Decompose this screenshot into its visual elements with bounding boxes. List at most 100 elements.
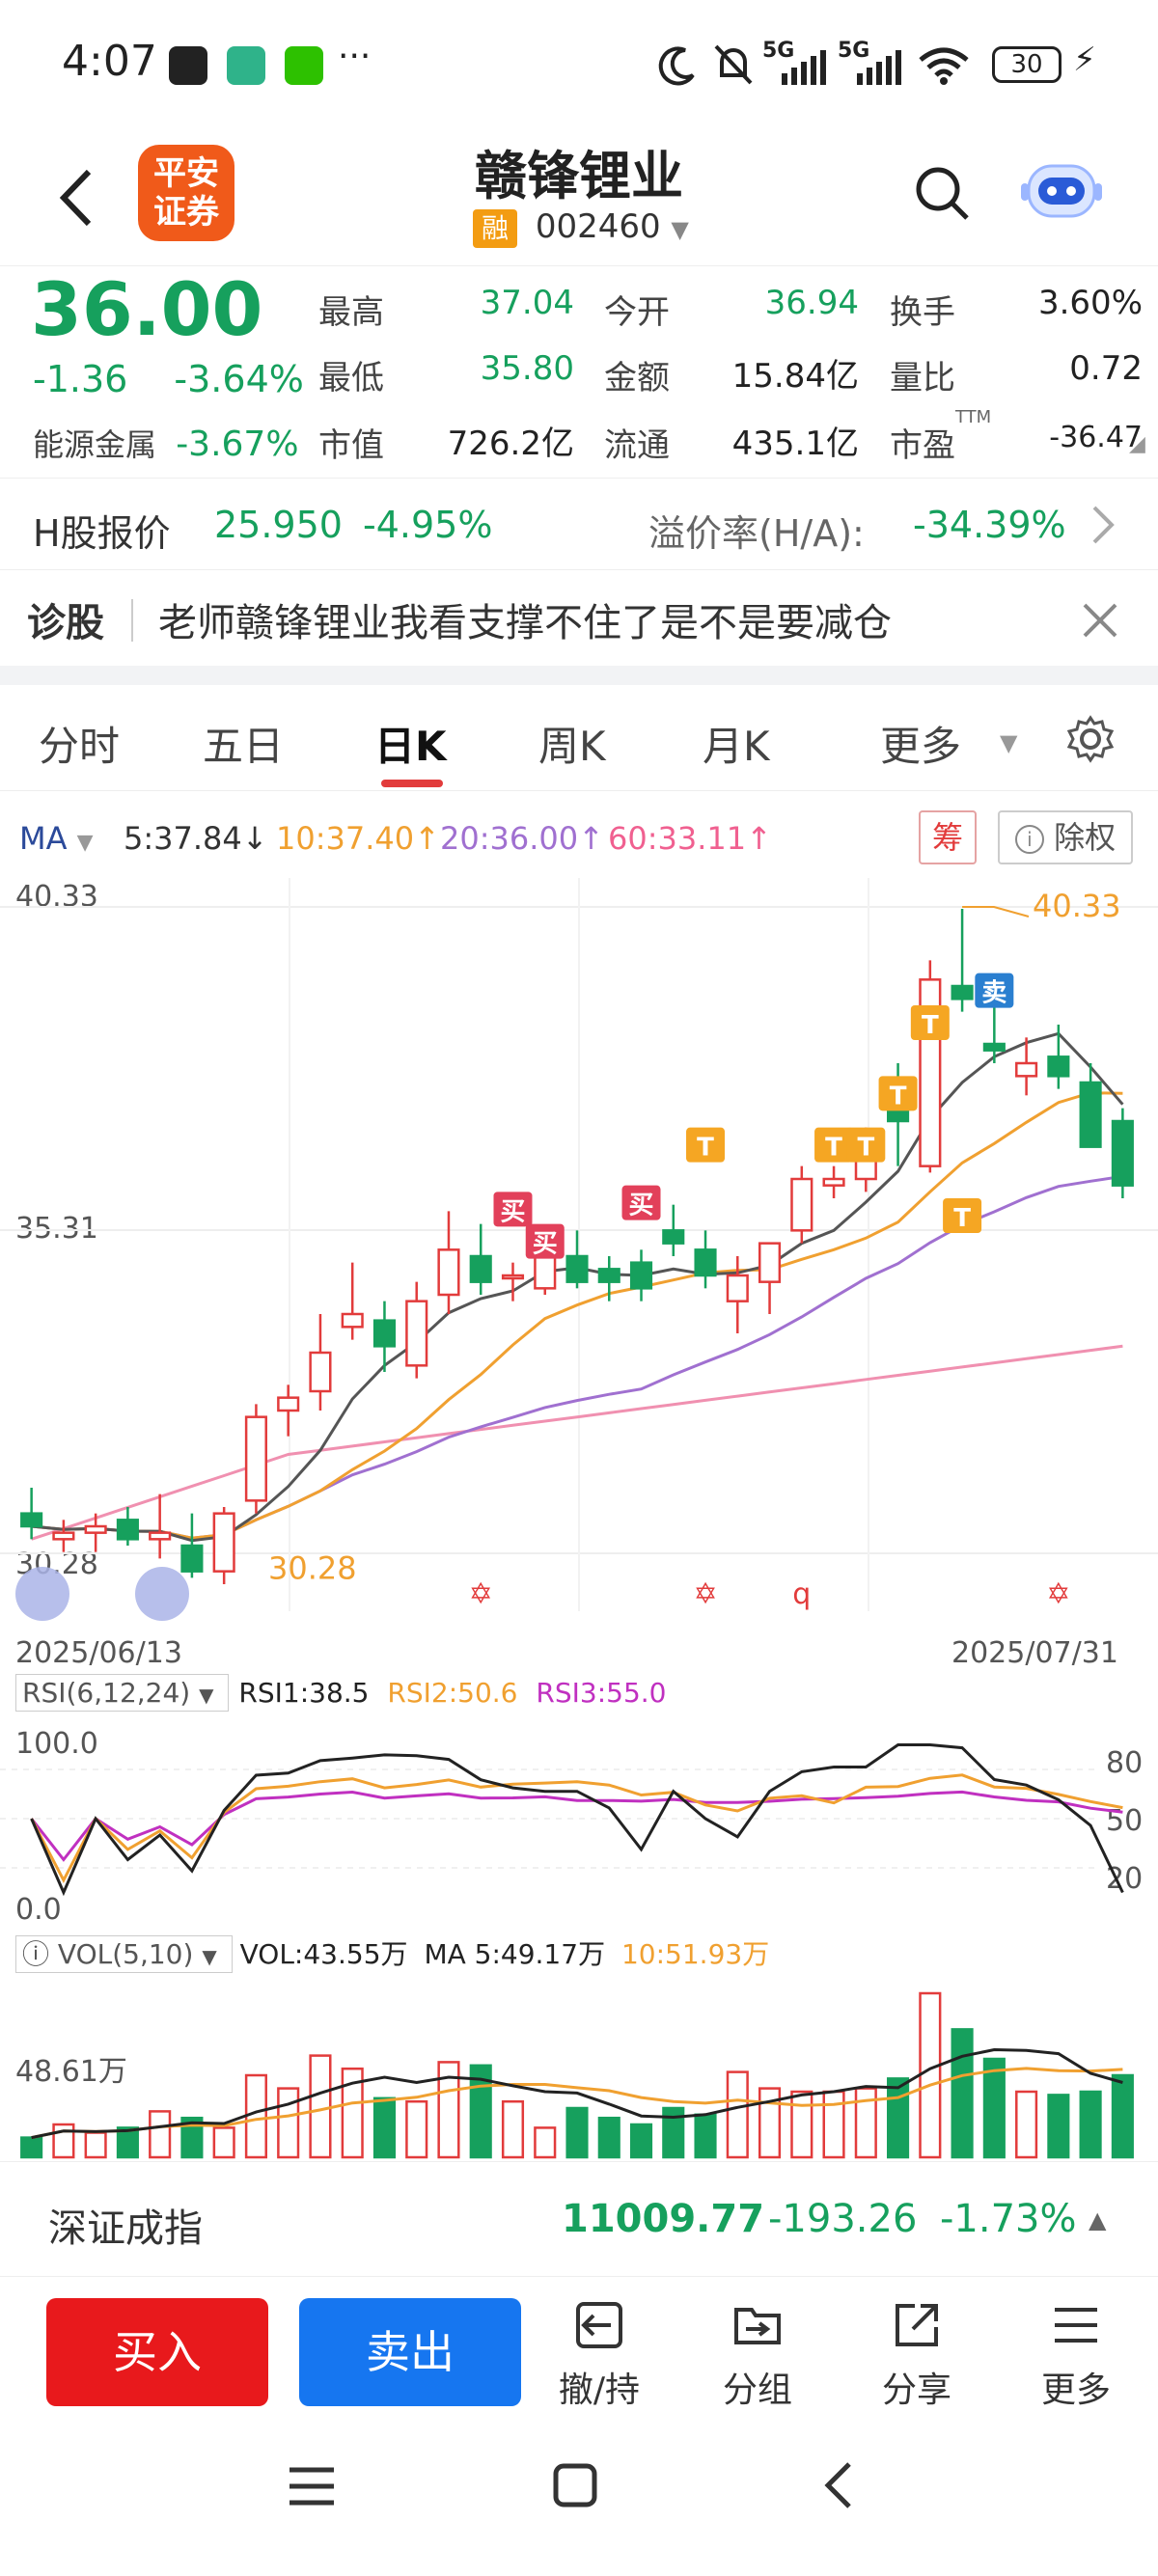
volume-bar — [822, 2090, 845, 2159]
sector-row[interactable]: 能源金属 -3.67% — [33, 421, 299, 465]
field-label-volume-ratio: 量比 — [890, 359, 955, 397]
share-action[interactable]: 分享 — [864, 2298, 970, 2412]
tab-more[interactable]: 更多 — [880, 723, 962, 770]
trade-action-bar: 买入 卖出 撤/持 分组 分享 更多 — [0, 2277, 1158, 2422]
volume-canvas[interactable] — [0, 1978, 1158, 2161]
h-share-row[interactable]: H股报价 25.950 -4.95% 溢价率(H/A): -34.39% — [0, 478, 1158, 569]
tab-five-day[interactable]: 五日 — [203, 723, 285, 770]
buy-signal: 买 — [533, 1230, 558, 1259]
vol-ma5-prefix: MA 5: — [424, 1938, 501, 1970]
field-value-float: 435.1亿 — [731, 425, 859, 463]
field-label-high: 最高 — [318, 293, 384, 332]
t-signal-bg — [878, 1076, 918, 1111]
vol-number: 43.55万 — [303, 1938, 408, 1970]
info-icon: ⓘ — [22, 1938, 50, 1970]
diagnosis-row[interactable]: 诊股 老师赣锋锂业我看支撑不住了是不是要减仓 — [0, 569, 1158, 666]
index-ticker-bar[interactable]: 深证成指 11009.77 -193.26 -1.73% ▲ — [0, 2161, 1158, 2277]
ma10-value: 10:37.40↑ — [276, 820, 440, 857]
home-icon[interactable] — [552, 2462, 598, 2508]
low-price-label: 30.28 — [268, 1550, 357, 1587]
more-label: 更多 — [1040, 2370, 1111, 2410]
buy-button[interactable]: 买入 — [46, 2298, 268, 2406]
back-arrow-icon[interactable] — [50, 164, 108, 232]
tab-intraday[interactable]: 分时 — [39, 723, 121, 770]
t-signal-bg — [943, 1198, 982, 1233]
active-tab-indicator — [381, 780, 443, 787]
y-axis-mid: 35.31 — [15, 1212, 98, 1246]
candle-body — [982, 1042, 1006, 1052]
high-pointer — [962, 906, 1030, 918]
stock-header: 平安 证券 赣锋锂业 融 002460 ▼ — [0, 125, 1158, 265]
volume-bar — [437, 2061, 460, 2159]
wifi-icon — [919, 47, 969, 85]
sell-button[interactable]: 卖出 — [299, 2298, 521, 2406]
signal-bars-1-icon — [782, 50, 826, 85]
index-change: -193.26 — [768, 2197, 918, 2241]
kline-chart-area[interactable]: MA ▼ 5:37.84↓ 10:37.40↑ 20:36.00↑ 60:33.… — [0, 791, 1158, 2161]
group-action[interactable]: 分组 — [704, 2298, 811, 2412]
sector-name: 能源金属 — [33, 426, 157, 463]
candle-body — [20, 1512, 43, 1528]
candle-body — [565, 1254, 589, 1283]
cancel-hold-action[interactable]: 撤/持 — [546, 2298, 652, 2412]
tab-daily-k[interactable]: 日K — [374, 723, 447, 770]
rsi-selector[interactable]: RSI(6,12,24) ▼ — [15, 1674, 230, 1712]
search-icon[interactable] — [911, 162, 973, 224]
moon-icon — [658, 46, 695, 86]
stock-code-selector[interactable]: 融 002460 ▼ — [473, 207, 689, 256]
ma-label: MA — [19, 820, 68, 857]
tab-weekly-k[interactable]: 周K — [538, 723, 606, 770]
volume-bar — [982, 2057, 1006, 2159]
rsi-canvas[interactable] — [0, 1727, 1158, 1910]
recent-apps-icon[interactable] — [288, 2464, 336, 2508]
close-icon[interactable] — [1081, 601, 1119, 640]
ma20-value: 20:36.00↑ — [440, 820, 604, 857]
date-start: 2025/06/13 — [15, 1636, 182, 1670]
t-signal: T — [953, 1204, 971, 1233]
share-icon — [896, 2304, 938, 2346]
vol-header[interactable]: ⓘ VOL(5,10) ▼ VOL:43.55万 MA 5:49.17万 10:… — [15, 1933, 769, 1973]
chevron-down-icon: ▼ — [76, 831, 94, 855]
fullscreen-circle-icon — [135, 1567, 189, 1621]
chip-distribution-button[interactable]: 筹 — [919, 810, 977, 864]
field-value-pe: -36.47 — [1049, 421, 1143, 454]
candle-body — [244, 1415, 267, 1502]
volume-bar — [758, 2087, 782, 2159]
buy-signal-bg — [525, 1223, 565, 1259]
volume-bar — [951, 2028, 974, 2159]
h-share-pct: -4.95% — [363, 504, 493, 546]
rsi-header[interactable]: RSI(6,12,24) ▼ RSI1:38.5 RSI2:50.6 RSI3:… — [15, 1674, 667, 1712]
settings-gear-icon[interactable] — [1065, 714, 1116, 764]
ai-robot-icon[interactable] — [1021, 152, 1102, 230]
expand-up-icon[interactable]: ▲ — [1089, 2206, 1107, 2233]
nav-back-icon[interactable] — [820, 2460, 855, 2510]
signal-5g-1-icon: 5G — [762, 39, 794, 63]
battery-level: 30 — [1010, 50, 1043, 79]
index-name: 深证成指 — [48, 2206, 203, 2251]
date-end: 2025/07/31 — [951, 1636, 1118, 1670]
diagnosis-text: 老师赣锋锂业我看支撑不住了是不是要减仓 — [158, 601, 892, 645]
tab-monthly-k[interactable]: 月K — [703, 723, 770, 770]
more-action[interactable]: 更多 — [1023, 2298, 1129, 2412]
candle-body — [694, 1248, 717, 1277]
expand-arrow-icon[interactable]: ◢ — [1129, 432, 1145, 456]
ex-rights-button[interactable]: i 除权 — [998, 810, 1133, 864]
vol-selector[interactable]: ⓘ VOL(5,10) ▼ — [15, 1935, 233, 1973]
field-label-float: 流通 — [604, 426, 670, 465]
cancel-hold-label: 撤/持 — [558, 2370, 641, 2410]
folder-icon — [734, 2308, 781, 2344]
ma-selector[interactable]: MA ▼ — [19, 820, 94, 857]
price-change-pct: -3.64% — [174, 358, 304, 400]
t-signal: T — [697, 1134, 714, 1163]
candle-body — [1015, 1061, 1038, 1078]
candle-body — [405, 1300, 428, 1367]
candle-body — [437, 1248, 460, 1297]
rsi3-value: RSI3:55.0 — [536, 1677, 667, 1709]
volume-bar — [919, 1991, 942, 2159]
signal-app-icon — [227, 46, 265, 85]
price-change-row: -1.36 -3.64% — [33, 358, 304, 400]
vol-ma10-line — [31, 2067, 1123, 2140]
rsi1-line — [30, 1743, 1124, 1897]
group-label: 分组 — [722, 2370, 792, 2410]
